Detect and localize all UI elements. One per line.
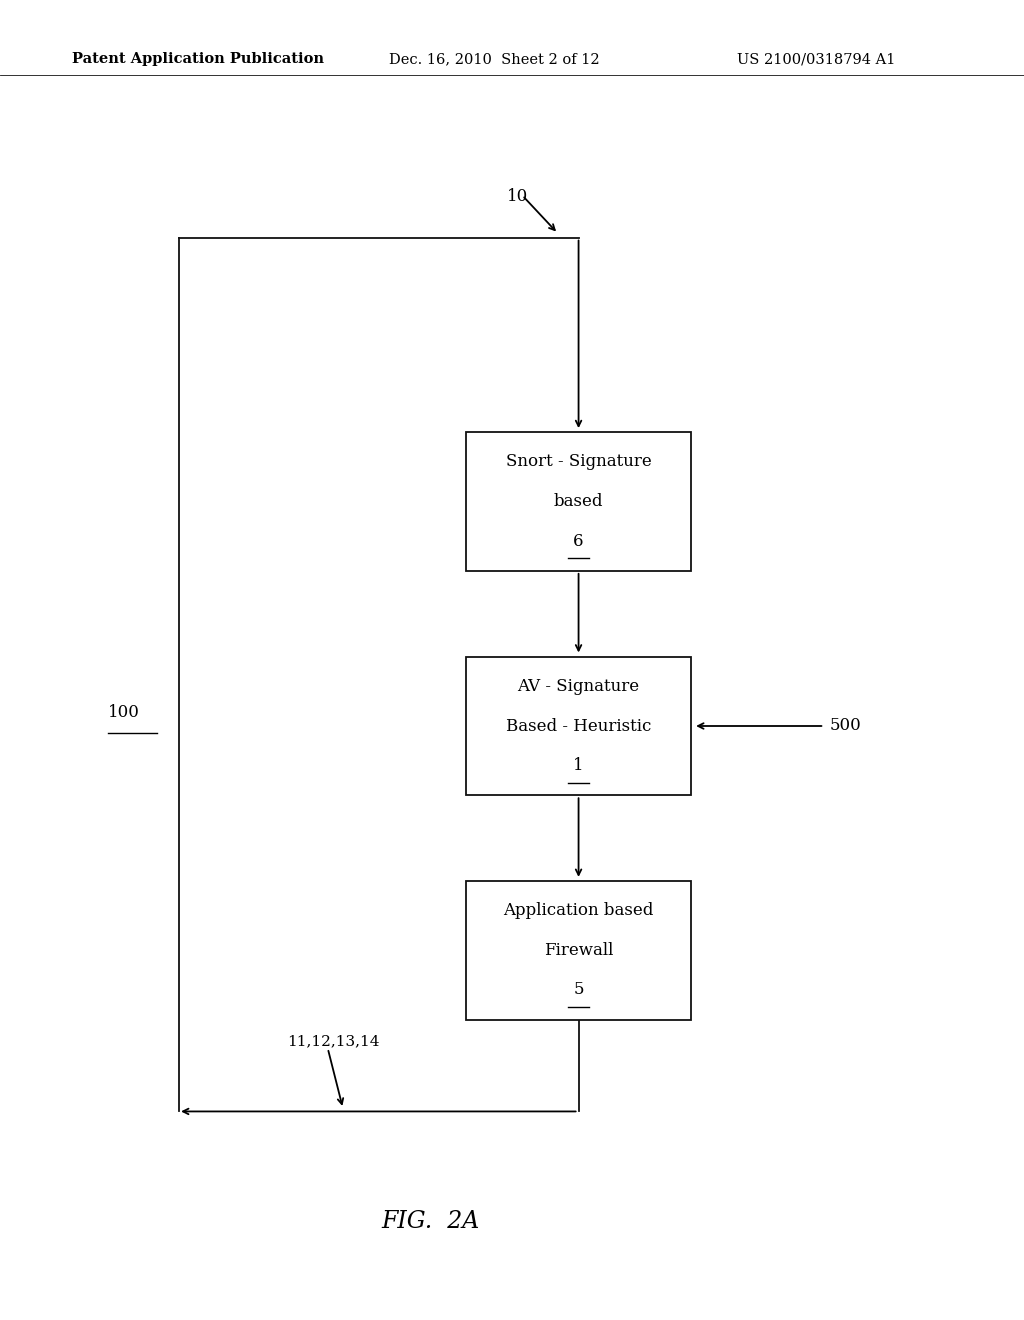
Text: Dec. 16, 2010  Sheet 2 of 12: Dec. 16, 2010 Sheet 2 of 12 xyxy=(389,53,600,66)
Text: Patent Application Publication: Patent Application Publication xyxy=(72,53,324,66)
Text: 10: 10 xyxy=(507,187,528,205)
Text: US 2100/0318794 A1: US 2100/0318794 A1 xyxy=(737,53,896,66)
Text: Firewall: Firewall xyxy=(544,942,613,958)
Bar xyxy=(466,882,691,1019)
Bar xyxy=(466,656,691,795)
Text: 5: 5 xyxy=(573,982,584,998)
Bar xyxy=(466,433,691,570)
Text: 1: 1 xyxy=(573,758,584,774)
Text: Snort - Signature: Snort - Signature xyxy=(506,454,651,470)
Text: 11,12,13,14: 11,12,13,14 xyxy=(287,1034,379,1048)
Text: AV - Signature: AV - Signature xyxy=(517,678,640,694)
Text: based: based xyxy=(554,494,603,510)
Text: Based - Heuristic: Based - Heuristic xyxy=(506,718,651,734)
Text: 100: 100 xyxy=(108,705,139,721)
Text: 6: 6 xyxy=(573,533,584,549)
Text: FIG.  2A: FIG. 2A xyxy=(381,1209,479,1233)
Text: Application based: Application based xyxy=(504,903,653,919)
Text: 500: 500 xyxy=(829,718,861,734)
